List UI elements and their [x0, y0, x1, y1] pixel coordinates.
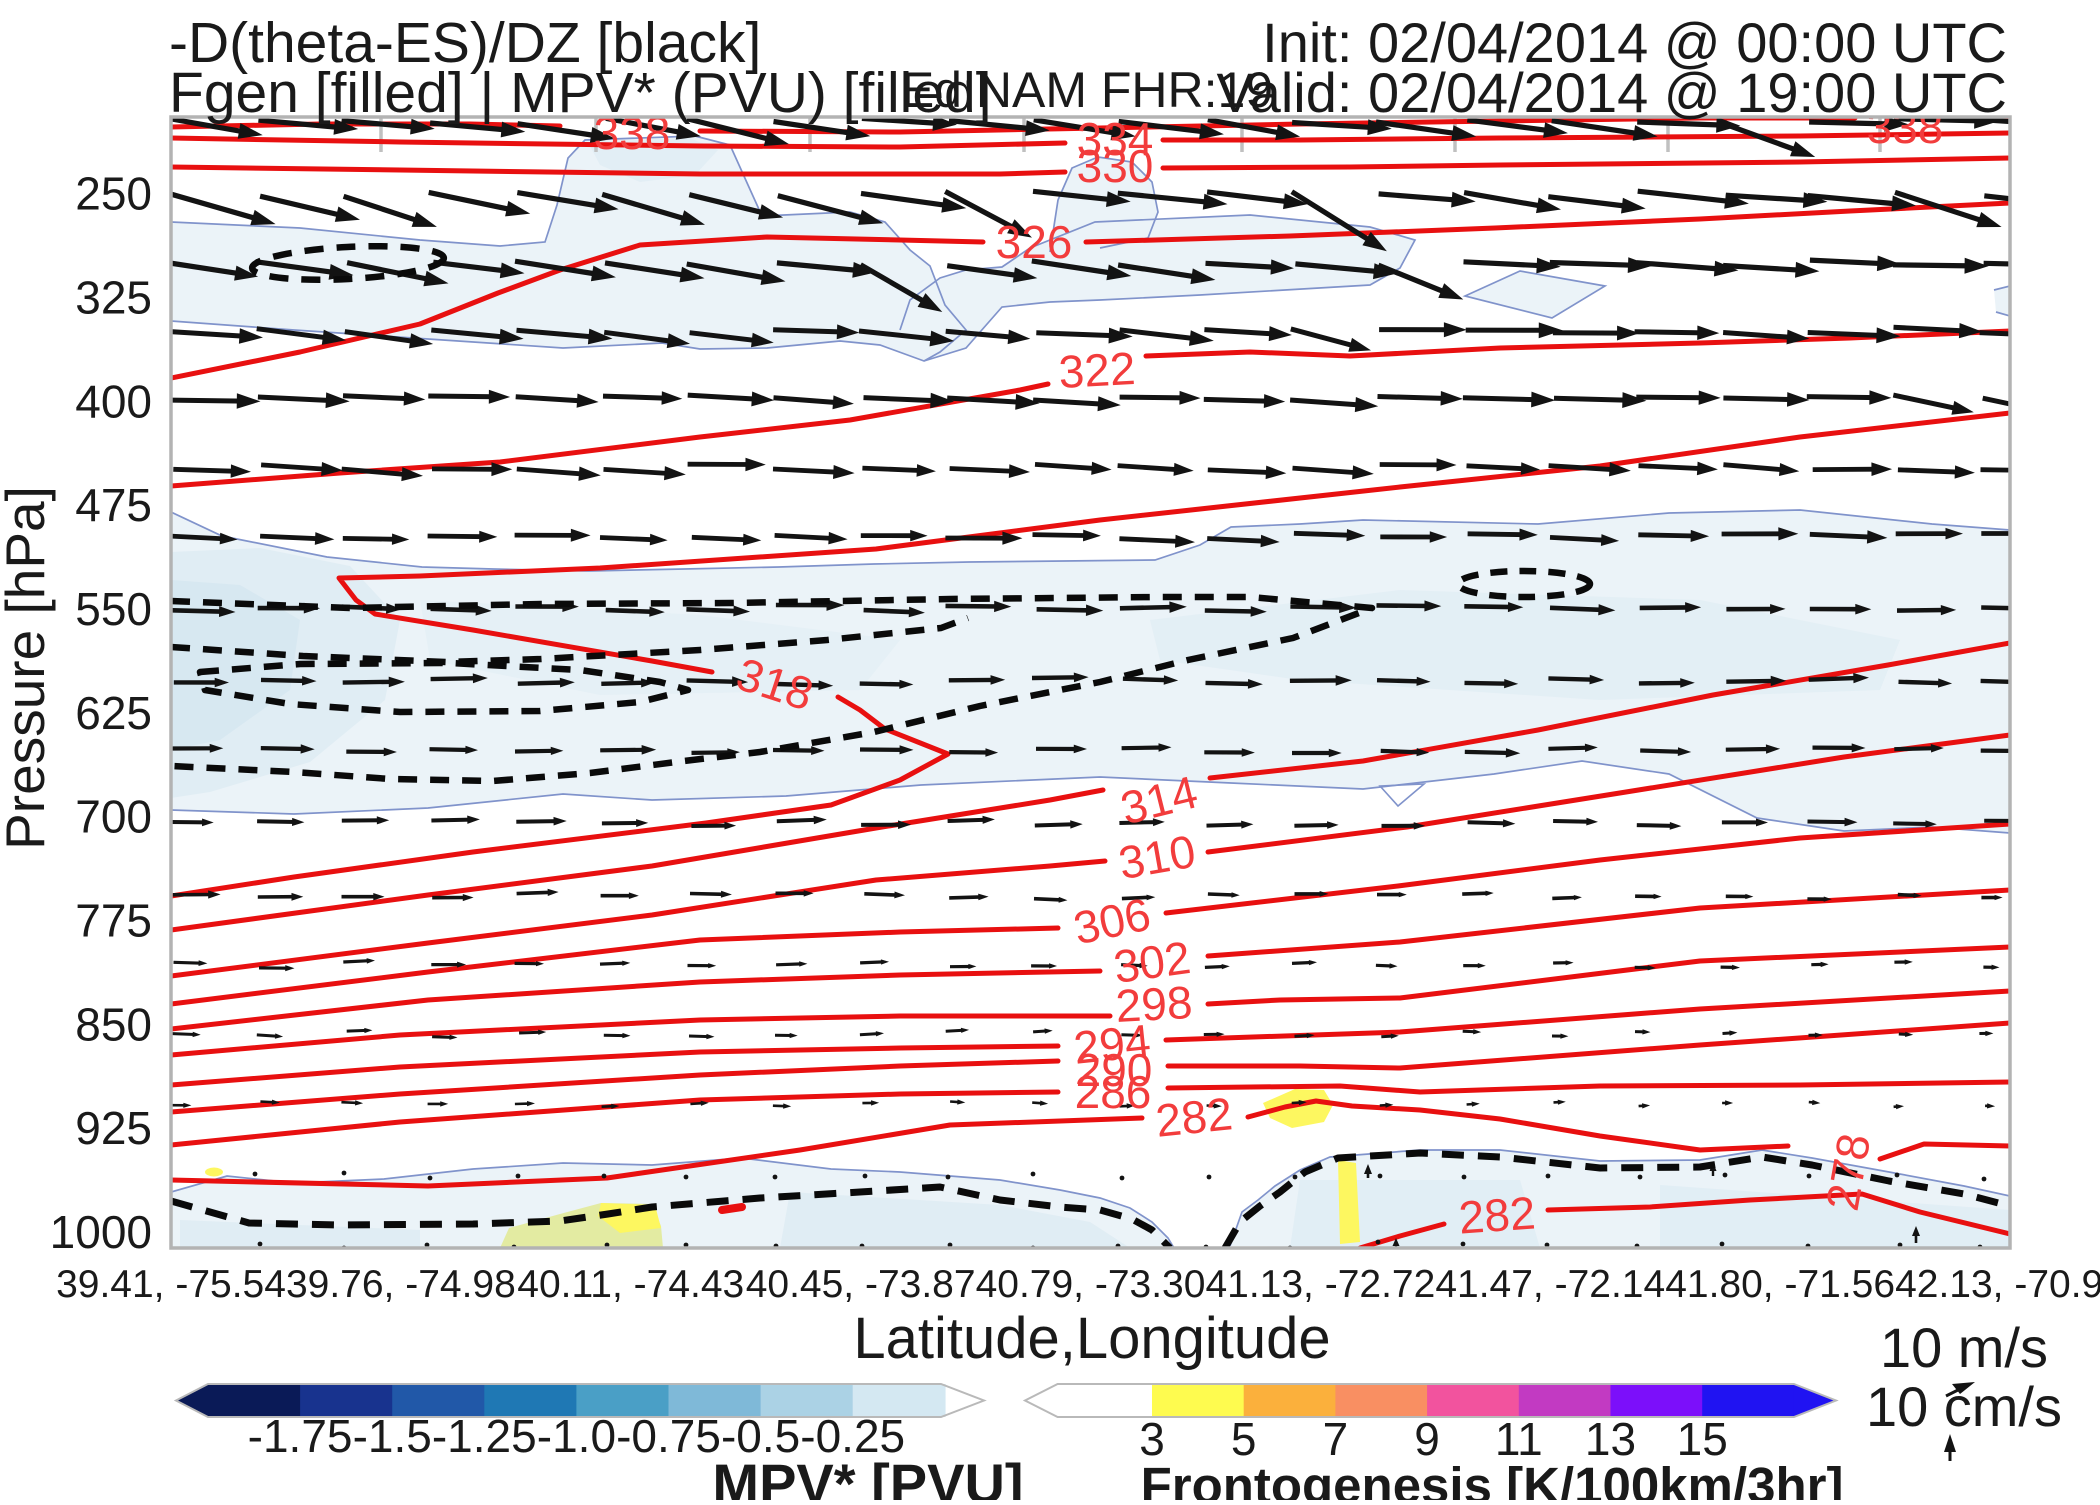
svg-text:Latitude,Longitude: Latitude,Longitude — [853, 1306, 1330, 1371]
svg-text:-0.75: -0.75 — [616, 1410, 721, 1462]
svg-text:-0.25: -0.25 — [800, 1410, 905, 1462]
svg-text:Ed:NAM FHR:19: Ed:NAM FHR:19 — [901, 62, 1273, 118]
svg-text:10 m/s: 10 m/s — [1880, 1316, 2048, 1379]
svg-text:40.45, -73.87: 40.45, -73.87 — [746, 1263, 976, 1306]
svg-text:282: 282 — [1457, 1186, 1537, 1243]
svg-text:41.13, -72.72: 41.13, -72.72 — [1205, 1263, 1435, 1306]
svg-text:-1.25: -1.25 — [432, 1410, 537, 1462]
svg-text:Fgen [filled] | MPV* (PVU) [fi: Fgen [filled] | MPV* (PVU) [filled] — [169, 61, 992, 125]
svg-text:13: 13 — [1585, 1413, 1636, 1465]
svg-text:11: 11 — [1495, 1413, 1543, 1465]
svg-text:MPV* [PVU]: MPV* [PVU] — [712, 1452, 1023, 1500]
svg-text:330: 330 — [1077, 140, 1154, 192]
svg-text:334: 334 — [1077, 113, 1154, 165]
svg-text:39.76, -74.98: 39.76, -74.98 — [286, 1263, 516, 1306]
svg-text:326: 326 — [996, 216, 1073, 268]
svg-text:5: 5 — [1231, 1413, 1257, 1465]
svg-text:338: 338 — [1867, 101, 1944, 153]
svg-text:475: 475 — [75, 479, 152, 531]
svg-text:925: 925 — [75, 1102, 152, 1154]
svg-text:282: 282 — [1153, 1087, 1235, 1147]
svg-text:41.80, -71.56: 41.80, -71.56 — [1665, 1263, 1895, 1306]
svg-text:Valid: 02/04/2014 @ 19:00 UTC: Valid: 02/04/2014 @ 19:00 UTC — [1216, 61, 2007, 124]
svg-text:40.79, -73.30: 40.79, -73.30 — [976, 1263, 1206, 1306]
svg-text:400: 400 — [75, 375, 152, 427]
svg-text:-1.0: -1.0 — [537, 1410, 616, 1462]
svg-text:Pressure [hPa]: Pressure [hPa] — [0, 486, 56, 850]
svg-text:625: 625 — [75, 687, 152, 739]
svg-text:-1.5: -1.5 — [353, 1410, 432, 1462]
svg-text:1000: 1000 — [50, 1206, 152, 1258]
svg-text:290: 290 — [1076, 1044, 1153, 1096]
svg-text:325: 325 — [75, 271, 152, 323]
svg-text:298: 298 — [1114, 976, 1193, 1032]
svg-text:9: 9 — [1414, 1413, 1440, 1465]
svg-text:338: 338 — [594, 107, 671, 159]
svg-text:Init: 02/04/2014 @ 00:00 UTC: Init: 02/04/2014 @ 00:00 UTC — [1262, 11, 2007, 74]
svg-text:-0.5: -0.5 — [721, 1410, 800, 1462]
svg-text:3: 3 — [1139, 1413, 1165, 1465]
svg-text:250: 250 — [75, 168, 152, 220]
svg-text:322: 322 — [1057, 342, 1136, 398]
svg-text:Frontogenesis [K/100km/3hr]: Frontogenesis [K/100km/3hr] — [1141, 1457, 1844, 1500]
svg-text:286: 286 — [1075, 1066, 1152, 1118]
svg-text:40.11, -74.43: 40.11, -74.43 — [517, 1263, 744, 1306]
svg-text:-1.75: -1.75 — [248, 1410, 353, 1462]
svg-text:-D(theta-ES)/DZ [black]: -D(theta-ES)/DZ [black] — [169, 11, 761, 75]
svg-text:302: 302 — [1110, 931, 1193, 993]
svg-text:15: 15 — [1677, 1413, 1728, 1465]
svg-text:850: 850 — [75, 998, 152, 1050]
svg-text:39.41, -75.54: 39.41, -75.54 — [56, 1263, 286, 1306]
svg-text:700: 700 — [75, 791, 152, 843]
svg-text:42.13, -70.97: 42.13, -70.97 — [1895, 1263, 2100, 1306]
svg-text:775: 775 — [75, 894, 152, 946]
svg-text:7: 7 — [1323, 1413, 1349, 1465]
svg-text:294: 294 — [1071, 1014, 1153, 1074]
svg-text:41.47, -72.14: 41.47, -72.14 — [1435, 1263, 1665, 1306]
svg-text:550: 550 — [75, 583, 152, 635]
